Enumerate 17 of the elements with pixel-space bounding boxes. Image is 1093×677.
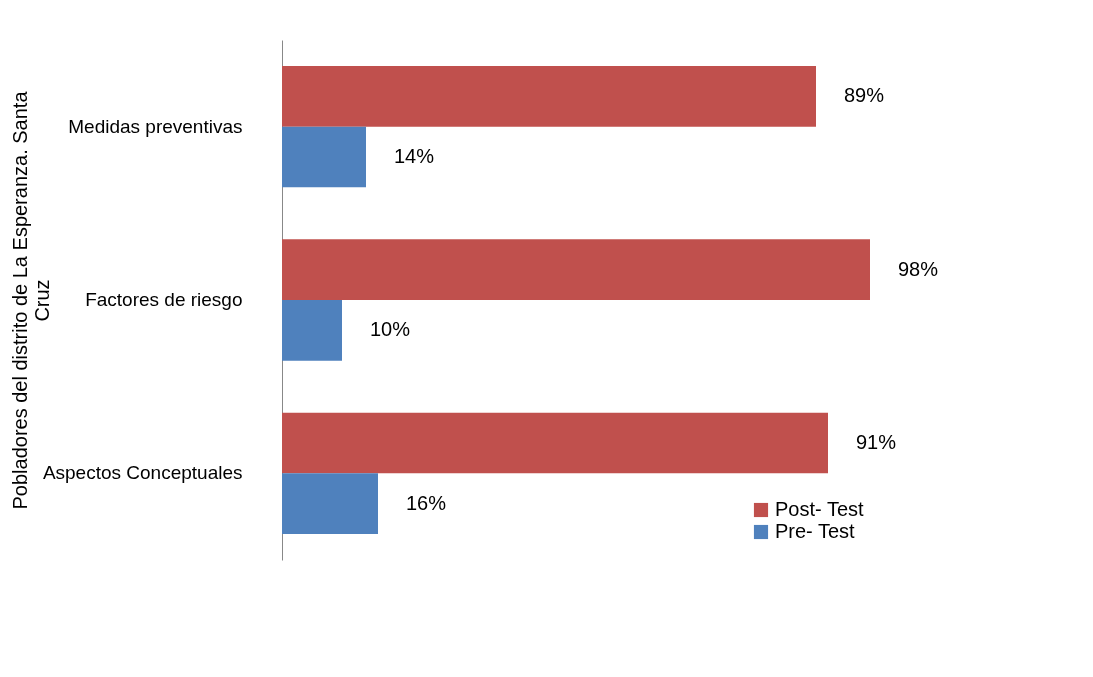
bar: [282, 473, 378, 534]
data-label: 89%: [844, 84, 885, 107]
y-tick-label: Factores de riesgo: [85, 289, 243, 310]
data-label: 91%: [856, 431, 897, 453]
y-tick-label: Medidas preventivas: [68, 115, 243, 137]
bar: [282, 66, 816, 127]
data-label: 98%: [898, 257, 939, 280]
data-label: 14%: [394, 145, 435, 167]
bar: [282, 239, 870, 300]
data-label: 10%: [370, 318, 411, 341]
legend-label: Pre- Test: [775, 520, 856, 542]
legend-label: Post- Test: [775, 498, 864, 520]
y-tick-label: Aspectos Conceptuales: [42, 462, 243, 484]
bar: [282, 300, 342, 361]
bar: [282, 412, 828, 474]
bar: [282, 126, 366, 188]
data-label: 16%: [406, 491, 447, 514]
